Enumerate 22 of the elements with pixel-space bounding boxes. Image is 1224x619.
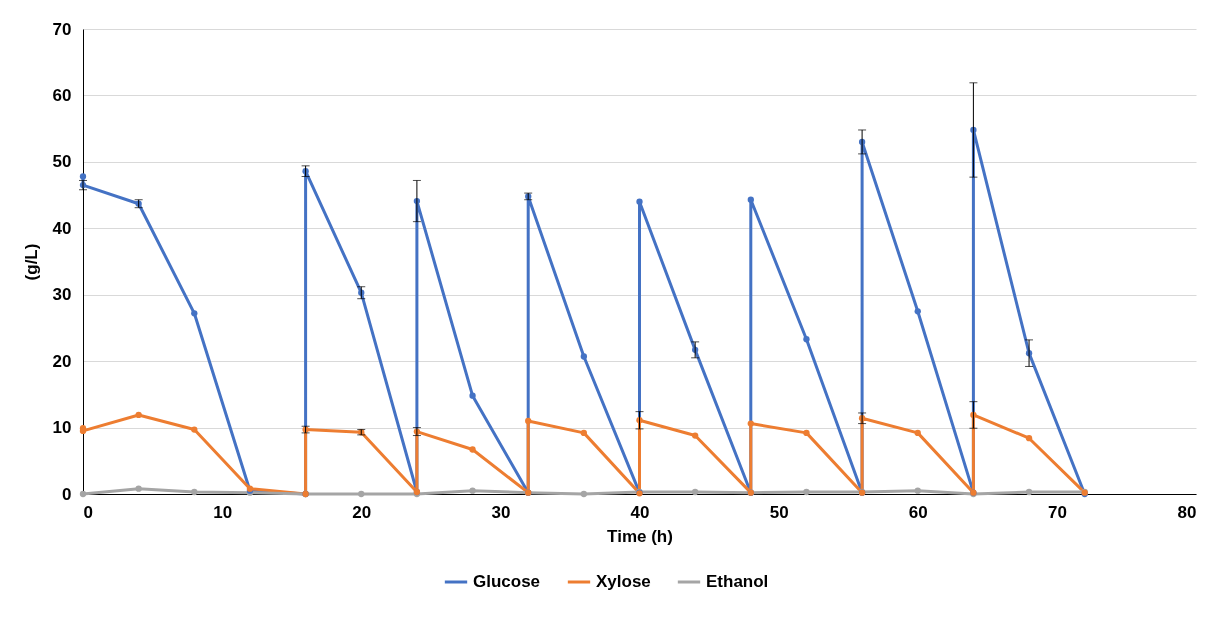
x-tick-label: 40 [630, 502, 650, 522]
legend-label: Glucose [473, 572, 541, 591]
x-tick-label: 70 [1047, 502, 1067, 522]
y-tick-label: 40 [52, 218, 72, 238]
x-tick-label: 60 [908, 502, 928, 522]
y-axis-title: (g/L) [21, 243, 41, 281]
x-tick-label: 50 [769, 502, 789, 522]
x-tick-label: 30 [491, 502, 511, 522]
legend-label: Ethanol [706, 572, 769, 591]
y-tick-label: 70 [52, 19, 72, 39]
x-tick-label: 10 [213, 502, 233, 522]
y-tick-label: 30 [52, 285, 72, 305]
y-tick-label: 20 [52, 351, 72, 371]
x-tick-label: 20 [352, 502, 372, 522]
y-tick-label: 0 [62, 484, 72, 504]
x-axis-title: Time (h) [607, 526, 673, 546]
legend-label: Xylose [596, 572, 651, 591]
y-tick-label: 60 [52, 85, 72, 105]
x-tick-label: 80 [1177, 502, 1197, 522]
y-tick-label: 10 [52, 418, 72, 438]
x-tick-label: 0 [83, 502, 93, 522]
y-tick-label: 50 [52, 152, 72, 172]
